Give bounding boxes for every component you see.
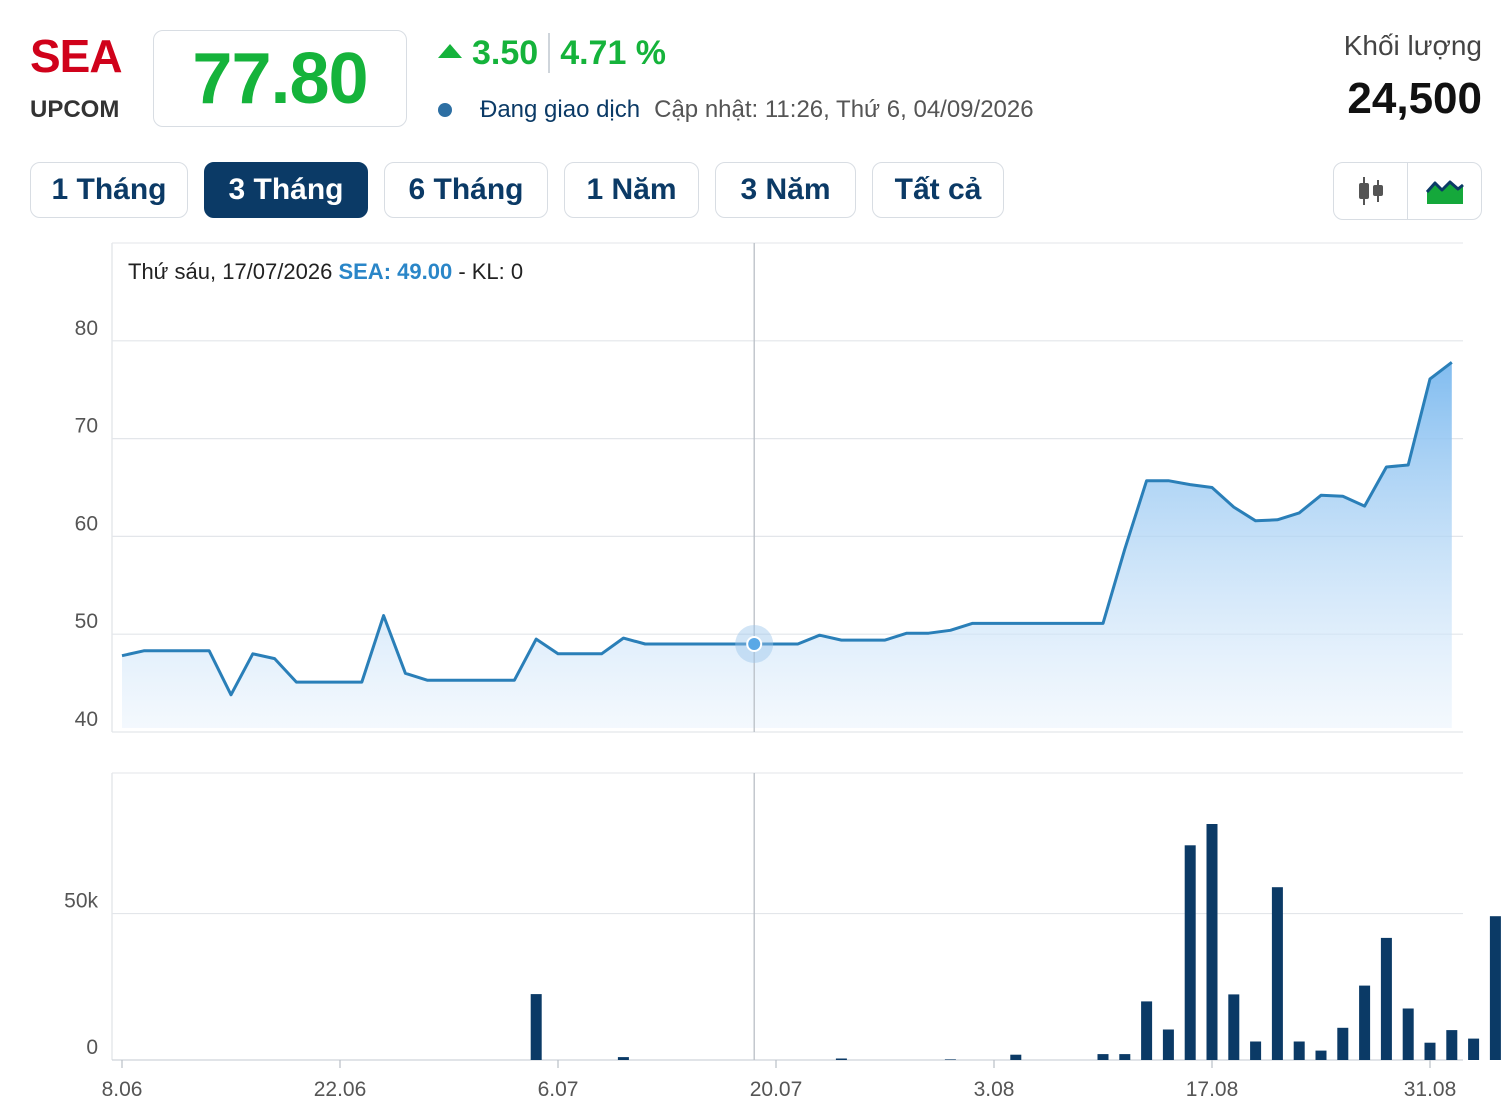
price-change-percent: 4.71 %: [560, 33, 667, 72]
chart-tooltip: Thứ sáu, 17/07/2026 SEA: 49.00 - KL: 0: [128, 259, 523, 285]
status-dot-icon: [438, 103, 452, 117]
volume-bar: [1141, 1001, 1153, 1060]
price-y-tick-label: 40: [75, 708, 98, 731]
x-tick-label: 6.07: [538, 1078, 579, 1101]
volume-bar: [1010, 1054, 1022, 1060]
price-y-tick-label: 60: [75, 512, 98, 535]
status-row: Đang giao dịch Cập nhật: 11:26, Thứ 6, 0…: [438, 92, 1034, 128]
volume-bar: [1250, 1041, 1262, 1060]
x-tick-label: 22.06: [314, 1078, 367, 1101]
volume-bar: [530, 994, 542, 1060]
volume-bar: [1184, 845, 1196, 1060]
volume-bars: [530, 824, 1501, 1060]
exchange-label: UPCOM: [30, 96, 120, 123]
tab-all[interactable]: Tất cả: [872, 162, 1004, 218]
volume-bar: [1337, 1027, 1349, 1060]
x-tick-label: 20.07: [750, 1078, 803, 1101]
price-y-tick-label: 50: [75, 610, 98, 633]
x-tick-label: 31.08: [1404, 1078, 1457, 1101]
tab-3-months[interactable]: 3 Tháng: [204, 162, 368, 218]
x-tick-label: 8.06: [102, 1078, 143, 1101]
highlight-point: [746, 635, 763, 652]
volume-bar: [1489, 916, 1501, 1060]
candlestick-icon: [1358, 177, 1383, 205]
current-price: 77.80: [192, 38, 368, 119]
price-change-row: 3.50 4.71 %: [438, 32, 666, 74]
tab-1-year[interactable]: 1 Năm: [564, 162, 699, 218]
up-arrow-icon: [438, 44, 462, 58]
volume-bar: [1228, 994, 1240, 1060]
volume-bar: [1293, 1041, 1305, 1060]
trading-status: Đang giao dịch: [480, 96, 641, 123]
volume-bar: [1162, 1029, 1174, 1060]
volume-bar: [617, 1057, 629, 1060]
price-change: 3.50: [472, 33, 539, 72]
volume-bar: [1468, 1038, 1480, 1060]
volume-bar: [1380, 937, 1392, 1060]
volume-bar: [1119, 1054, 1131, 1060]
volume-bar: [835, 1058, 847, 1060]
x-tick-label: 17.08: [1186, 1078, 1239, 1101]
area-chart-button[interactable]: [1407, 163, 1481, 219]
x-tick-label: 3.08: [974, 1078, 1015, 1101]
tooltip-volume: - KL: 0: [458, 259, 524, 284]
volume-bar: [1424, 1042, 1436, 1060]
volume-grid: 0 50k: [64, 772, 1463, 1061]
ticker-symbol: SEA: [30, 30, 123, 82]
volume-bar: [1446, 1030, 1458, 1060]
tooltip-date: Thứ sáu, 17/07/2026: [128, 259, 333, 284]
volume-bar: [1097, 1054, 1109, 1060]
range-tabs: 1 Tháng 3 Tháng 6 Tháng 1 Năm 3 Năm Tất …: [30, 162, 1020, 218]
volume-value: 24,500: [1347, 74, 1482, 123]
price-grid: 40 50 60 70 80: [75, 242, 1463, 733]
tooltip-price: SEA: 49.00: [338, 259, 453, 284]
candlestick-button[interactable]: [1334, 163, 1407, 219]
update-timestamp: Cập nhật: 11:26, Thứ 6, 04/09/2026: [654, 96, 1034, 123]
volume-label: Khối lượng: [1343, 30, 1482, 61]
tab-3-years[interactable]: 3 Năm: [715, 162, 856, 218]
volume-bar: [1206, 824, 1218, 1060]
volume-y-tick-label: 50k: [64, 890, 98, 913]
price-box: 77.80: [153, 30, 407, 127]
volume-y-tick-label: 0: [86, 1036, 98, 1059]
price-area-fill: [122, 362, 1452, 728]
change-divider: [548, 33, 551, 73]
volume-bar: [1315, 1050, 1327, 1060]
volume-bar: [1402, 1008, 1414, 1060]
price-y-tick-label: 80: [75, 317, 98, 340]
area-chart-icon: [1425, 180, 1464, 204]
tab-1-month[interactable]: 1 Tháng: [30, 162, 188, 218]
crosshair: [735, 243, 774, 1060]
volume-bar: [1271, 887, 1283, 1060]
price-y-tick-label: 70: [75, 415, 98, 438]
tab-6-months[interactable]: 6 Tháng: [384, 162, 548, 218]
volume-bar: [944, 1059, 956, 1060]
x-axis: 8.06 22.06 6.07 20.07 3.08 17.08 31.08: [102, 1060, 1457, 1101]
chart-type-toggle: [1333, 162, 1482, 220]
volume-bar: [1359, 985, 1371, 1060]
price-line: [121, 361, 1453, 697]
